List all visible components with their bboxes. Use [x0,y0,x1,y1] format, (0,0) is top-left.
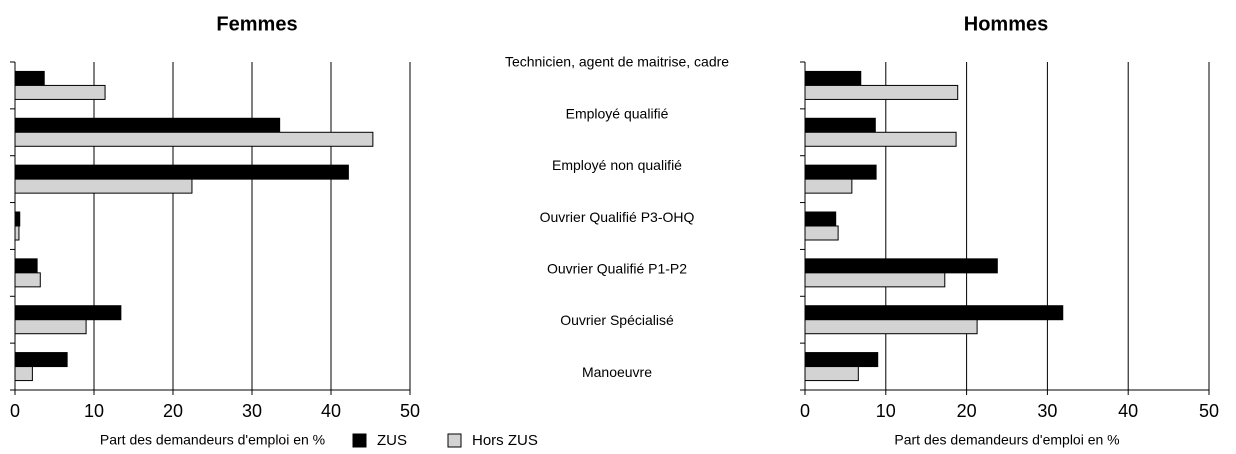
chart-title: Femmes [216,13,297,35]
x-tick-label: 30 [242,401,262,421]
bar [14,70,45,86]
bar [14,84,106,100]
bar [14,117,281,133]
bar [804,211,837,227]
x-tick-label: 0 [800,401,810,421]
x-tick-label: 10 [876,401,896,421]
x-tick-label: 0 [10,401,20,421]
x-tick-label: 40 [321,401,341,421]
bar [804,319,978,335]
x-tick-label: 50 [400,401,420,421]
x-tick-label: 20 [957,401,977,421]
x-tick-label: 10 [84,401,104,421]
bar [804,305,1064,321]
x-tick-label: 50 [1199,401,1219,421]
bar [14,272,41,288]
bar [804,84,959,100]
bar [804,164,877,180]
bar [14,352,68,368]
bar [14,319,87,335]
bar [804,131,957,147]
bar [804,366,859,382]
bar [804,272,946,288]
bar [804,117,876,133]
legend-swatch [447,433,462,448]
bar [804,225,839,241]
category-label: Ouvrier Qualifié P3-OHQ [540,209,695,225]
bar [14,131,374,147]
bar [804,258,998,274]
bar [14,178,193,194]
bar [14,225,20,241]
bar [14,305,122,321]
category-label: Employé qualifié [566,105,669,121]
legend-label: Hors ZUS [472,432,538,449]
bar [14,258,38,274]
category-label: Ouvrier Spécialisé [560,312,674,328]
x-tick-label: 40 [1118,401,1138,421]
chart-title: Hommes [964,13,1048,35]
bar [804,178,853,194]
bar [14,366,33,382]
legend-swatch [352,433,367,448]
category-label: Manoeuvre [582,364,652,380]
category-label: Technicien, agent de maitrise, cadre [505,54,729,70]
x-axis-label: Part des demandeurs d'emploi en % [100,432,325,448]
x-axis-label: Part des demandeurs d'emploi en % [894,432,1119,448]
bar [804,70,862,86]
x-tick-label: 20 [163,401,183,421]
legend-label: ZUS [377,432,407,449]
bar [14,164,349,180]
category-label: Employé non qualifié [552,157,682,173]
bar [14,211,21,227]
bar [804,352,879,368]
category-label: Ouvrier Qualifié P1-P2 [547,261,687,277]
x-tick-label: 30 [1037,401,1057,421]
